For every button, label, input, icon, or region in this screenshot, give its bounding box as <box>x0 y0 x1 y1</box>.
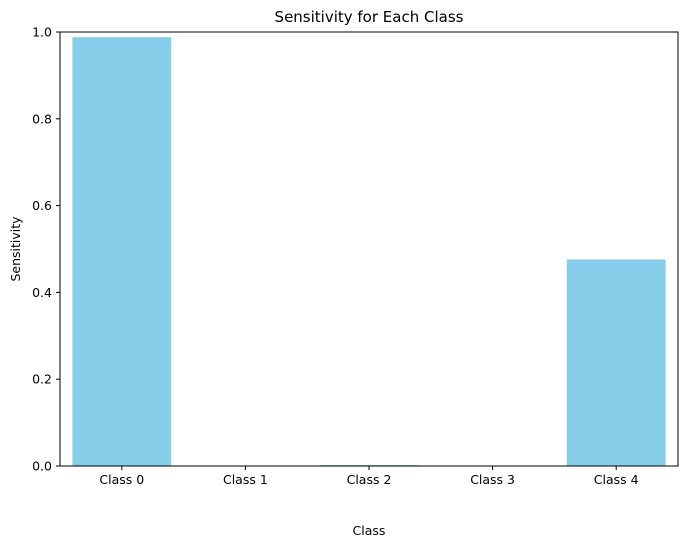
y-tick-label: 0.8 <box>32 111 52 126</box>
x-tick-label: Class 3 <box>470 472 515 487</box>
y-axis-ticks: 0.0 0.2 0.4 0.6 0.8 1.0 <box>32 25 60 474</box>
x-tick-label: Class 2 <box>347 472 392 487</box>
bar-class-4 <box>566 259 666 466</box>
y-tick-label: 1.0 <box>32 25 52 40</box>
x-tick-label: Class 4 <box>594 472 639 487</box>
x-axis-ticks: Class 0 Class 1 Class 2 Class 3 Class 4 <box>99 466 639 487</box>
y-axis-label: Sensitivity <box>8 216 23 282</box>
x-axis-label: Class <box>353 523 386 538</box>
y-tick-label: 0.0 <box>32 459 52 474</box>
x-tick-label: Class 1 <box>223 472 268 487</box>
x-tick-label: Class 0 <box>99 472 144 487</box>
y-tick-label: 0.6 <box>32 198 52 213</box>
y-tick-label: 0.2 <box>32 372 52 387</box>
chart-title: Sensitivity for Each Class <box>275 8 464 26</box>
bars <box>72 37 666 466</box>
bar-class-0 <box>72 37 172 466</box>
y-tick-label: 0.4 <box>32 285 52 300</box>
